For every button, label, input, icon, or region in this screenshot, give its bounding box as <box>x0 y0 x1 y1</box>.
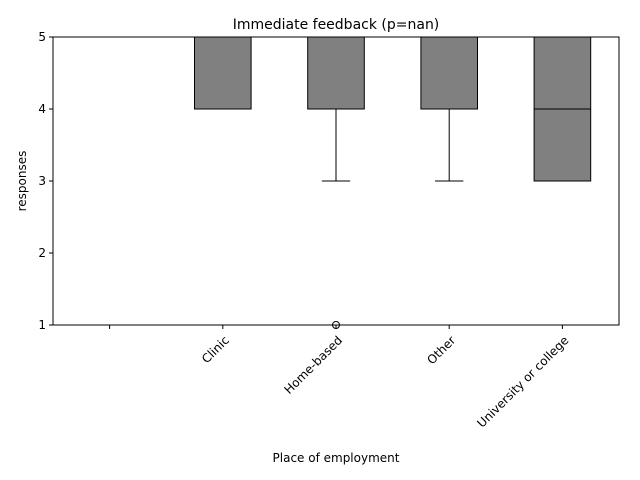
y-tick-label: 5 <box>38 30 46 44</box>
y-tick-label: 4 <box>38 102 46 116</box>
y-tick-label: 2 <box>38 246 46 260</box>
y-axis-label: responses <box>15 151 29 212</box>
x-tick-label: Home-based <box>281 333 345 397</box>
box-other <box>420 36 478 182</box>
chart-title: Immediate feedback (p=nan) <box>233 17 440 33</box>
box-body <box>420 36 478 110</box>
x-tick-label: Other <box>424 333 458 367</box>
box-clinic <box>194 36 252 110</box>
y-tick-label: 1 <box>38 318 46 332</box>
y-tick-label: 3 <box>38 174 46 188</box>
box-body <box>307 36 365 110</box>
box-university-or-college <box>533 36 592 182</box>
box-body <box>194 36 252 110</box>
box-home-based <box>307 36 365 329</box>
x-axis-label: Place of employment <box>273 451 400 465</box>
x-tick-label: University or college <box>474 333 571 430</box>
x-tick-label: Clinic <box>199 333 232 366</box>
plot-area <box>194 36 592 329</box>
